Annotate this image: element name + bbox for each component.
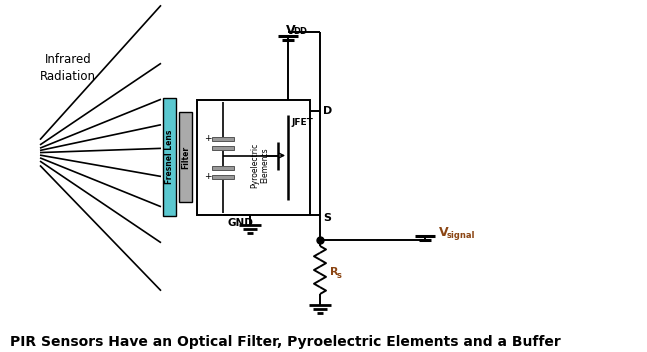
Bar xyxy=(212,175,234,178)
Text: V: V xyxy=(286,24,296,37)
Text: DD: DD xyxy=(293,27,307,36)
Bar xyxy=(212,137,234,140)
Text: s: s xyxy=(337,270,342,279)
Text: signal: signal xyxy=(447,231,476,239)
Bar xyxy=(212,165,234,170)
Text: +: + xyxy=(204,172,212,181)
Bar xyxy=(197,100,310,215)
Text: Infrared
Radiation: Infrared Radiation xyxy=(40,53,96,83)
Bar xyxy=(212,145,234,150)
Text: PIR Sensors Have an Optical Filter, Pyroelectric Elements and a Buffer: PIR Sensors Have an Optical Filter, Pyro… xyxy=(10,335,561,349)
Text: JFET: JFET xyxy=(291,118,313,127)
Text: GND: GND xyxy=(228,218,254,228)
Text: R: R xyxy=(330,267,338,277)
Text: D: D xyxy=(323,106,333,116)
Text: Filter: Filter xyxy=(181,145,190,169)
Text: +: + xyxy=(204,134,212,143)
Text: Fresnel Lens: Fresnel Lens xyxy=(165,130,174,184)
Text: Pyroelectric
Elements: Pyroelectric Elements xyxy=(250,143,270,188)
Text: V: V xyxy=(439,226,448,239)
Bar xyxy=(163,98,176,216)
Text: S: S xyxy=(323,213,331,223)
Bar xyxy=(179,112,192,202)
